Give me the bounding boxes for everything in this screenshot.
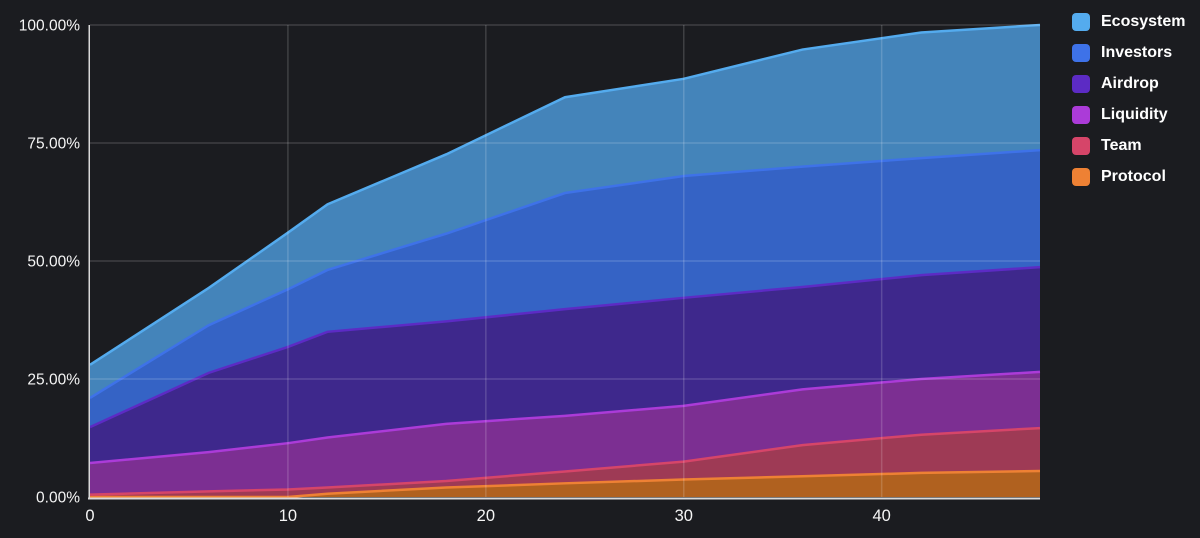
y-tick-label: 100.00% [19, 18, 80, 35]
x-tick-label: 10 [279, 507, 297, 525]
y-tick-label: 25.00% [27, 372, 80, 389]
x-tick-label: 20 [477, 507, 495, 525]
legend-item-liquidity[interactable]: Liquidity [1072, 106, 1186, 124]
legend-item-label: Liquidity [1101, 106, 1168, 123]
x-tick-label: 0 [85, 507, 94, 525]
legend-swatch-icon [1072, 137, 1090, 155]
area-top-line-investors [89, 148, 1041, 399]
area-investors [90, 150, 1040, 428]
legend-item-investors[interactable]: Investors [1072, 44, 1186, 62]
legend-item-label: Ecosystem [1101, 13, 1186, 30]
gridlines-group [90, 24, 1040, 497]
x-tick-label: 30 [675, 507, 693, 525]
area-top-line-ecosystem [89, 23, 1041, 366]
area-airdrop [90, 267, 1040, 464]
y-tick-label: 75.00% [27, 136, 80, 153]
x-tick-label: 40 [872, 507, 890, 525]
area-ecosystem [90, 25, 1040, 398]
area-top-line-airdrop [89, 265, 1041, 429]
area-top-line-liquidity [89, 370, 1041, 465]
y-tick-labels-group: 0.00% 25.00% 50.00% 75.00% 100.00% [19, 18, 80, 507]
area-strokes-group [89, 23, 1041, 499]
axis-group [88, 25, 1040, 500]
y-tick-label: 50.00% [27, 254, 80, 271]
area-top-line-team [89, 426, 1041, 496]
x-tick-labels-group: 0 10 20 30 40 [85, 507, 890, 525]
legend-swatch-icon [1072, 168, 1090, 186]
area-liquidity [90, 371, 1040, 495]
legend-item-protocol[interactable]: Protocol [1072, 168, 1186, 186]
legend-swatch-icon [1072, 13, 1090, 31]
legend-item-team[interactable]: Team [1072, 137, 1186, 155]
legend-item-label: Team [1101, 137, 1142, 154]
legend-swatch-icon [1072, 106, 1090, 124]
legend-item-label: Investors [1101, 44, 1173, 61]
legend-swatch-icon [1072, 75, 1090, 93]
legend-item-label: Protocol [1101, 168, 1166, 185]
y-tick-label: 0.00% [36, 490, 80, 507]
legend-swatch-icon [1072, 44, 1090, 62]
area-top-line-protocol [90, 469, 1041, 499]
legend-item-label: Airdrop [1101, 75, 1159, 92]
legend-item-ecosystem[interactable]: Ecosystem [1072, 13, 1186, 31]
chart-legend: Ecosystem Investors Airdrop Liquidity Team Pr… [1072, 13, 1186, 199]
legend-item-airdrop[interactable]: Airdrop [1072, 75, 1186, 93]
